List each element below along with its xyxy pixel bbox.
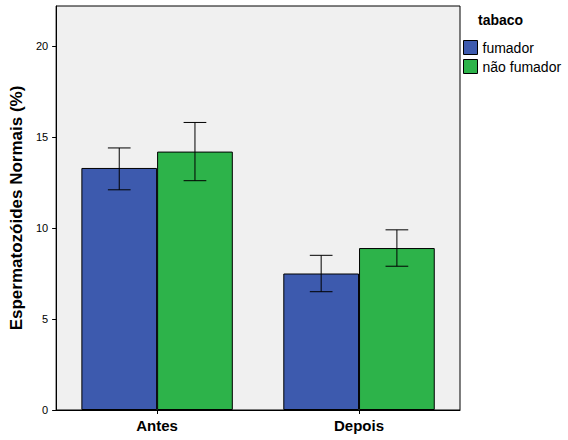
svg-text:tabaco: tabaco (478, 12, 523, 28)
svg-text:Depois: Depois (334, 417, 384, 434)
svg-text:20: 20 (36, 40, 48, 52)
svg-text:não fumador: não fumador (483, 59, 562, 75)
svg-text:15: 15 (36, 131, 48, 143)
svg-text:Antes: Antes (136, 417, 178, 434)
svg-text:Espermatozóides Normais (%): Espermatozóides Normais (%) (7, 86, 26, 331)
svg-text:0: 0 (42, 404, 48, 416)
svg-text:fumador: fumador (483, 40, 535, 56)
svg-text:5: 5 (42, 313, 48, 325)
svg-text:10: 10 (36, 222, 48, 234)
